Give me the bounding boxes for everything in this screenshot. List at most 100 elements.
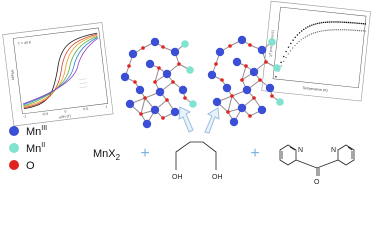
dot	[280, 61, 282, 64]
atom	[186, 66, 194, 74]
dot	[298, 32, 301, 34]
atom	[258, 78, 262, 82]
dot	[353, 29, 355, 31]
legend-swatch	[9, 143, 19, 153]
dot	[360, 22, 363, 25]
x-label: Temperature (K)	[302, 86, 328, 93]
atom	[170, 107, 180, 117]
atom	[270, 94, 274, 98]
bond	[140, 97, 146, 115]
dot	[313, 23, 315, 26]
dot	[290, 42, 292, 45]
atom	[207, 70, 217, 80]
dot	[307, 26, 309, 28]
atom	[215, 47, 225, 57]
dot	[305, 27, 307, 29]
note: T = 40 K	[18, 40, 32, 46]
dot	[294, 44, 296, 47]
dot	[311, 24, 313, 26]
atom	[265, 83, 275, 93]
atom	[170, 47, 180, 57]
susceptibility-inset: Temperature (K) χT (cm3 K mol-1)	[261, 0, 371, 102]
key-lines	[78, 78, 88, 88]
atom	[153, 80, 157, 84]
dot	[326, 29, 328, 31]
dot	[330, 29, 332, 31]
atom	[183, 96, 187, 100]
dot	[308, 34, 311, 36]
dot	[326, 21, 329, 23]
x-tick-label: 0.5	[83, 107, 88, 112]
atom	[252, 96, 256, 100]
dot	[300, 30, 303, 32]
dot	[282, 55, 285, 58]
dot	[338, 29, 340, 31]
atom	[249, 67, 259, 77]
atom	[150, 105, 160, 115]
dot	[289, 50, 292, 52]
dot	[362, 23, 365, 25]
dot	[349, 29, 351, 31]
dot	[343, 21, 346, 23]
dot	[347, 21, 350, 24]
dot	[357, 29, 359, 32]
atom	[228, 44, 232, 48]
atom	[161, 116, 165, 120]
dot	[328, 29, 330, 31]
dot	[332, 29, 334, 31]
dot	[320, 22, 323, 24]
atom	[248, 43, 252, 47]
dot	[310, 33, 313, 35]
dot	[332, 21, 334, 23]
dot	[320, 30, 322, 32]
atom	[171, 80, 175, 84]
dot	[364, 23, 367, 25]
plus: +	[140, 145, 149, 162]
bond	[227, 95, 233, 113]
plus: +	[250, 145, 259, 162]
dot	[338, 21, 340, 23]
inset-frame	[261, 0, 371, 102]
atom	[276, 98, 284, 106]
atom	[273, 64, 281, 72]
dot	[355, 29, 357, 31]
dot	[362, 30, 364, 32]
atom	[244, 64, 248, 68]
dot	[287, 46, 290, 48]
dot	[342, 21, 344, 23]
bond	[154, 67, 160, 83]
dot	[351, 29, 353, 31]
legend-label: MnIII	[26, 125, 47, 138]
x-ticks: -1 -0.5 0 0.5 1	[23, 104, 107, 118]
dot	[303, 28, 305, 31]
atom	[212, 97, 222, 107]
atom	[142, 119, 152, 129]
loops	[23, 32, 99, 110]
atom	[220, 78, 224, 82]
atom	[178, 85, 188, 95]
atom	[145, 59, 155, 69]
x-tick-label: -0.5	[42, 112, 49, 117]
atom	[237, 35, 247, 45]
dot	[339, 29, 342, 31]
ketone-n: N	[298, 147, 303, 154]
dot	[345, 29, 347, 31]
atom	[214, 62, 218, 66]
atom	[125, 99, 135, 109]
atom	[232, 57, 242, 67]
dot	[359, 22, 361, 25]
ketone-skeleton	[279, 144, 355, 176]
dot	[280, 65, 282, 67]
atom	[181, 40, 189, 48]
dot	[328, 21, 331, 23]
dot	[306, 35, 308, 37]
atom	[157, 66, 161, 70]
legend-swatch	[9, 126, 19, 136]
atom	[177, 62, 181, 66]
atom	[242, 85, 252, 95]
dot	[287, 53, 289, 55]
atom	[264, 60, 268, 64]
atom	[248, 114, 252, 118]
plot-area	[12, 27, 109, 115]
x-tick-label: 0	[64, 109, 66, 113]
